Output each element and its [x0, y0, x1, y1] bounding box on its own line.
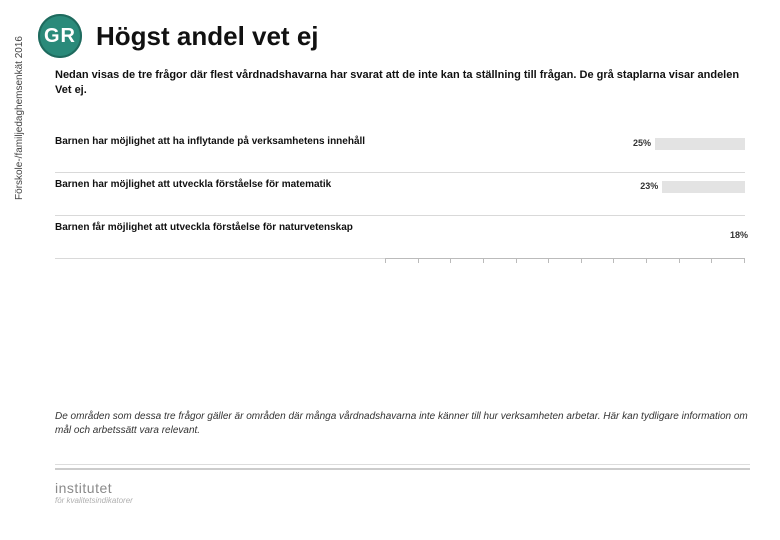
chart-pct: 23% [640, 181, 658, 191]
vet-ej-chart: Barnen har möjlighet att ha inflytande p… [55, 130, 745, 259]
chart-bar-wrap: 23% [385, 179, 745, 201]
chart-row: Barnen har möjlighet att utveckla förstå… [55, 173, 745, 216]
chart-bar-wrap [385, 222, 745, 244]
side-label: Förskole-/familjedaghemsenkät 2016 [14, 36, 25, 200]
chart-pct: 25% [633, 138, 651, 148]
footer-logo-sub: för kvalitetsindikatorer [55, 496, 133, 505]
chart-bar [655, 138, 745, 150]
header: GR Högst andel vet ej [38, 14, 319, 58]
chart-row-label: Barnen har möjlighet att utveckla förstå… [55, 179, 385, 192]
footer-logo-text: institutet [55, 480, 112, 496]
chart-row: Barnen har möjlighet att ha inflytande p… [55, 130, 745, 173]
chart-bar-wrap: 25% [385, 136, 745, 158]
divider [55, 464, 750, 465]
logo-badge: GR [38, 14, 82, 58]
chart-row-label: Barnen har möjlighet att ha inflytande p… [55, 136, 385, 149]
chart-row-label: Barnen får möjlighet att utveckla förstå… [55, 222, 385, 235]
chart-bar [662, 181, 745, 193]
logo-text: GR [44, 25, 76, 48]
page-title: Högst andel vet ej [96, 21, 319, 52]
footer-logo: institutet för kvalitetsindikatorer [55, 480, 133, 505]
chart-axis [385, 258, 745, 270]
orphan-pct: 18% [730, 230, 748, 240]
divider [55, 468, 750, 470]
intro-text: Nedan visas de tre frågor där flest vård… [55, 68, 750, 98]
chart-row: Barnen får möjlighet att utveckla förstå… [55, 216, 745, 259]
footnote: De områden som dessa tre frågor gäller ä… [55, 410, 750, 437]
